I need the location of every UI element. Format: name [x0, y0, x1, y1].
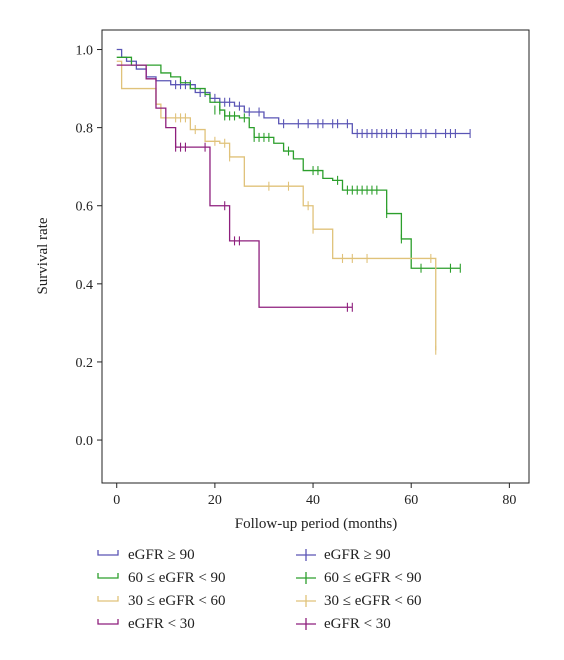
legend-censor-symbol — [296, 618, 316, 630]
x-tick-label: 80 — [502, 493, 516, 508]
y-tick-label: 0.8 — [76, 122, 94, 137]
x-tick-label: 40 — [306, 493, 320, 508]
y-tick-label: 0.6 — [76, 200, 94, 215]
legend-step-symbol — [97, 596, 119, 602]
series-2-line — [116, 56, 461, 269]
series-1-line — [116, 48, 471, 135]
legend-right-label: 60 ≤ eGFR < 90 — [324, 570, 422, 586]
legend-censor-symbol — [296, 572, 316, 584]
y-axis-label: Survival rate — [35, 217, 51, 294]
series-1 — [116, 48, 471, 138]
x-tick-label: 20 — [208, 493, 222, 508]
legend-step-symbol — [97, 619, 119, 625]
series-2 — [116, 56, 461, 273]
legend-left-label: 30 ≤ eGFR < 60 — [128, 593, 226, 609]
legend-right-label: eGFR ≥ 90 — [324, 547, 391, 563]
y-tick-label: 1.0 — [76, 44, 94, 59]
x-tick-label: 60 — [404, 493, 418, 508]
legend-censor-symbol — [296, 549, 316, 561]
legend-right-label: eGFR < 30 — [324, 616, 391, 632]
x-axis-label: Follow-up period (months) — [235, 516, 398, 532]
legend-left-label: eGFR < 30 — [128, 616, 195, 632]
legend-right-label: 30 ≤ eGFR < 60 — [324, 593, 422, 609]
legend-step-symbol — [97, 550, 119, 556]
plot-frame — [101, 29, 530, 484]
y-tick-label: 0.0 — [76, 434, 94, 449]
series-4-line — [116, 64, 353, 308]
series-4 — [116, 64, 353, 312]
legend-left-label: 60 ≤ eGFR < 90 — [128, 570, 226, 586]
x-tick-label: 0 — [113, 493, 120, 508]
y-tick-label: 0.2 — [76, 356, 94, 371]
legend-censor-symbol — [296, 595, 316, 607]
x-axis: 0 20 40 60 80 — [113, 483, 516, 508]
series-layer — [116, 48, 471, 355]
y-axis: 0.0 0.2 0.4 0.6 0.8 1.0 — [76, 44, 102, 449]
legend-step-symbol — [97, 573, 119, 579]
series-3 — [116, 60, 437, 355]
legend-left-label: eGFR ≥ 90 — [128, 547, 195, 563]
y-tick-label: 0.4 — [76, 278, 94, 293]
legend: eGFR ≥ 90 60 ≤ eGFR < 90 30 ≤ eGFR < 60 eGF… — [97, 547, 422, 632]
